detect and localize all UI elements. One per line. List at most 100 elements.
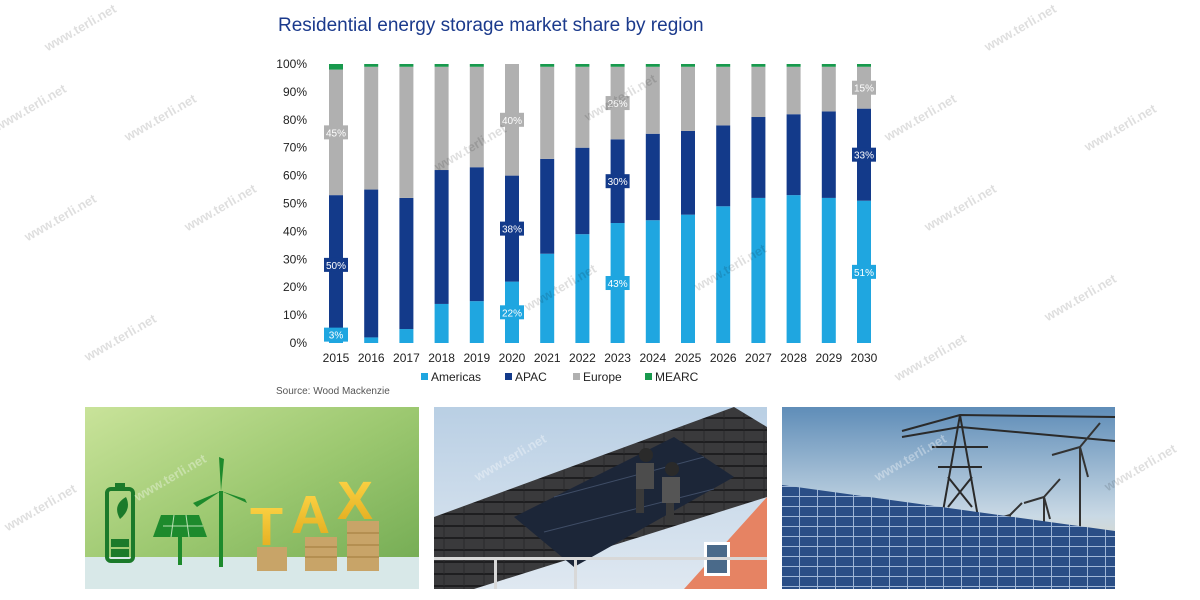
stacked-bar-chart: 0% 10% 20% 30% 40% 50% 60% 70% 80% 90% 100% 3% 50% 4… [276, 57, 878, 384]
data-label-bg [852, 264, 876, 279]
data-label-bg [500, 305, 524, 320]
y-tick-label: 100% [276, 57, 307, 71]
bar-segment-americas [364, 337, 379, 343]
tax-letter-a: A [291, 485, 330, 545]
x-tick-label: 2029 [815, 351, 842, 365]
x-tick-label: 2023 [604, 351, 631, 365]
bar-segment-europe [469, 66, 484, 168]
x-tick-label: 2016 [358, 351, 385, 365]
bar-segment-americas [821, 197, 836, 343]
data-label: 33% [854, 151, 874, 162]
data-label: 43% [608, 279, 628, 290]
bar-segment-europe [645, 66, 660, 134]
data-label-bg [500, 112, 524, 127]
data-label: 45% [326, 128, 346, 139]
bar-segment-apac [399, 197, 414, 330]
x-tick-label: 2022 [569, 351, 596, 365]
data-label: 26% [608, 99, 628, 110]
x-tick-label: 2021 [534, 351, 561, 365]
bar-segment-apac [364, 189, 379, 338]
bar-segment-apac [716, 125, 731, 207]
bar-segment-mearc [645, 64, 660, 67]
bar-segment-mearc [681, 64, 695, 67]
y-tick-label: 30% [283, 252, 307, 266]
bar-segment-apac [645, 133, 660, 221]
data-label: 40% [502, 116, 522, 127]
chart-title: Residential energy storage market share … [278, 15, 704, 36]
legend-swatch-americas [421, 373, 428, 380]
x-axis: 2015 2016 2017 2018 2019 2020 2021 2022 2023 2024… [323, 351, 878, 365]
data-label-bg [500, 221, 524, 236]
solar-wind-photo [782, 407, 1115, 589]
bar-segment-americas [434, 303, 449, 343]
battery-icon [105, 483, 135, 563]
bar-segment-americas [751, 197, 766, 343]
y-tick-label: 90% [283, 85, 307, 99]
worker-1 [636, 448, 654, 513]
x-tick-label: 2027 [745, 351, 772, 365]
power-pylon [901, 413, 1115, 518]
tax-letter-t: T [250, 497, 283, 557]
bar-segment-apac [469, 167, 484, 302]
data-labels: 3% 50% 45% 22% 38% 40% 43% 30% 26% 51% 33% 15% [324, 80, 876, 342]
bar-segment-europe [786, 66, 801, 115]
y-tick-label: 0% [290, 336, 308, 350]
legend-label-apac: APAC [515, 370, 547, 384]
bar-segment-europe [575, 66, 590, 148]
x-tick-label: 2025 [675, 351, 702, 365]
bar-segment-apac [434, 170, 449, 304]
x-tick-label: 2030 [851, 351, 878, 365]
data-label-bg [605, 174, 630, 189]
bar-segment-mearc [857, 64, 871, 67]
legend: Americas APAC Europe MEARC [421, 370, 699, 384]
bar-segment-apac [751, 117, 766, 198]
worker-2 [662, 462, 680, 525]
y-tick-label: 80% [283, 113, 307, 127]
legend-swatch-europe [573, 373, 580, 380]
y-axis: 0% 10% 20% 30% 40% 50% 60% 70% 80% 90% 100% [276, 57, 307, 350]
data-label: 15% [854, 84, 874, 95]
bar-segment-apac [575, 147, 590, 235]
y-tick-label: 50% [283, 197, 307, 211]
tax-letter-x: X [337, 471, 373, 531]
y-tick-label: 10% [283, 308, 307, 322]
legend-label-americas: Americas [431, 370, 481, 384]
bar-segment-europe [751, 66, 766, 118]
bar-segment-europe [434, 66, 449, 171]
bar-segment-mearc [434, 64, 449, 67]
bar-segment-apac [681, 130, 695, 215]
bar-segment-mearc [329, 64, 343, 70]
bar-segment-europe [540, 66, 555, 159]
data-label: 3% [329, 331, 344, 342]
bar-segment-mearc [364, 64, 379, 67]
bar-segment-mearc [399, 64, 414, 67]
bar-segment-europe [681, 66, 695, 131]
bars [329, 64, 871, 343]
bar-segment-europe [399, 66, 414, 198]
bar-segment-apac [821, 111, 836, 198]
legend-label-europe: Europe [583, 370, 622, 384]
y-tick-label: 70% [283, 141, 307, 155]
x-tick-label: 2019 [463, 351, 490, 365]
source-note: Source: Wood Mackenzie [276, 386, 390, 397]
bar-segment-europe [716, 66, 731, 126]
data-label-bg [852, 147, 876, 162]
x-tick-label: 2028 [780, 351, 807, 365]
data-label-bg [605, 276, 630, 291]
data-label-bg [324, 125, 348, 140]
watermark: www.terli.net [1, 480, 79, 535]
x-tick-label: 2024 [639, 351, 666, 365]
data-label: 30% [608, 177, 628, 188]
bar-segment-americas [681, 214, 695, 343]
bar-segment-americas [540, 253, 555, 343]
solar-panel-icon [153, 514, 207, 565]
data-label: 38% [502, 225, 522, 236]
bar-segment-americas [469, 301, 484, 343]
data-label: 22% [502, 308, 522, 319]
bar-segment-mearc [469, 64, 484, 67]
legend-swatch-apac [505, 373, 512, 380]
roof-installation-photo [434, 407, 767, 589]
data-label: 50% [326, 261, 346, 272]
data-label-bg [324, 257, 348, 272]
wind-turbine-icon [193, 457, 247, 567]
